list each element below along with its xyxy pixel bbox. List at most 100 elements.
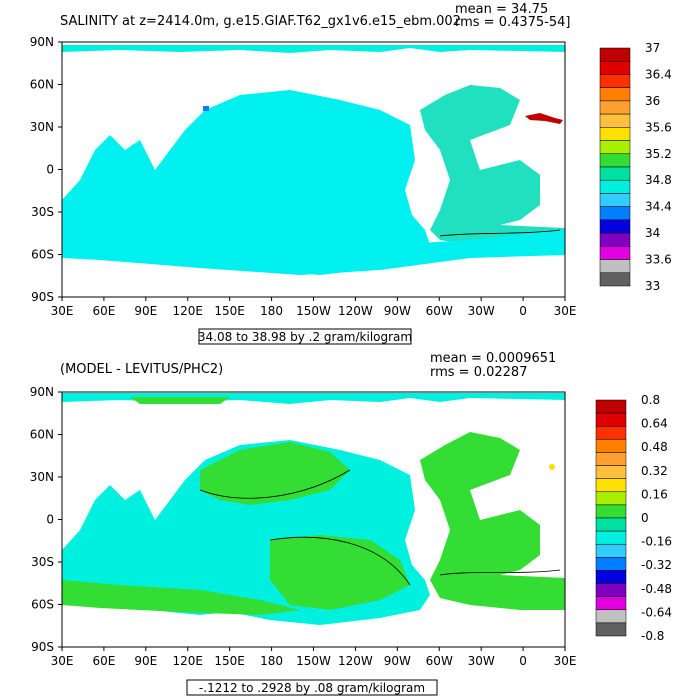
top-y-tick-label: 60N [30, 78, 54, 92]
top-colorbar-swatch [599, 193, 631, 207]
bottom-colorbar-swatch [595, 570, 627, 584]
bottom-colorbar-swatch [595, 583, 627, 597]
bottom-colorbar-swatch [595, 543, 627, 558]
top-y-tick-label: 30N [30, 120, 54, 134]
bottom-x-tick-label: 60E [92, 654, 115, 668]
bottom-x-tick-label: 90E [134, 654, 157, 668]
top-colorbar-swatch [599, 179, 631, 194]
contour-line [199, 469, 351, 499]
bottom-colorbar-swatch [595, 452, 627, 466]
top-x-tick-label: 60E [92, 304, 115, 318]
bottom-colorbar-swatch [595, 399, 627, 414]
bottom-y-tick-label: 60S [31, 598, 54, 612]
bottom-colorbar-swatch [595, 596, 627, 611]
bottom-x-tick-label: 30E [554, 654, 577, 668]
southern-positive [62, 580, 300, 615]
top-y-tick-label: 0 [46, 163, 54, 177]
top-colorbar-swatch [599, 259, 631, 274]
bottom-colorbar-label: 0.48 [641, 440, 668, 454]
top-x-tick-label: 30W [468, 304, 495, 318]
top-x-tick-label: 90W [384, 304, 411, 318]
bottom-colorbar-swatch [595, 465, 627, 479]
top-colorbar-label: 34.8 [645, 173, 672, 187]
top-y-tick-label: 30S [31, 205, 54, 219]
top-colorbar-label: 35.6 [645, 120, 672, 134]
arctic-ocean [62, 45, 565, 53]
bottom-colorbar-swatch [595, 504, 627, 519]
top-colorbar-swatch [599, 127, 631, 141]
top-mean: mean = 34.75 [455, 2, 548, 17]
bottom-colorbar-label: -0.48 [641, 582, 672, 596]
bottom-y-tick-label: 30S [31, 555, 54, 569]
bottom-colorbar-label: 0 [641, 511, 649, 525]
top-colorbar: 37 36.4 36 35.6 35.2 34.8 34.4 34 33.6 33 [599, 41, 672, 293]
arctic-positive [130, 397, 230, 404]
top-x-axis: 30E 60E 90E 120E 150E 180 150W 120W 90W 60W 30W 0 30… [51, 297, 577, 318]
top-colorbar-swatch [599, 219, 631, 234]
top-colorbar-swatch [599, 232, 631, 247]
top-x-tick-label: 90E [134, 304, 157, 318]
top-colorbar-label: 37 [645, 41, 660, 55]
top-y-tick-label: 60S [31, 248, 54, 262]
bottom-panel: (MODEL - LEVITUS/PHC2) mean = 0.0009651 … [30, 351, 672, 696]
north-pacific-positive [200, 442, 350, 505]
bottom-colorbar: 0.8 0.64 0.48 0.32 0.16 0 -0.16 -0.32 -0.48 -0.64… [595, 393, 672, 643]
bottom-colorbar-label: 0.8 [641, 393, 660, 407]
contour-line [269, 536, 411, 586]
top-rms: rms = 0.4375-54] [455, 15, 571, 30]
bottom-colorbar-swatch [595, 609, 627, 624]
top-x-tick-label: 60W [426, 304, 453, 318]
top-range-text: 34.08 to 38.98 by .2 gram/kilogram [198, 330, 412, 344]
bottom-colorbar-swatch [595, 530, 627, 545]
bottom-x-tick-label: 180 [260, 654, 283, 668]
bottom-y-axis: 90N 60N 30N 0 30S 60S 90S [30, 385, 62, 654]
bottom-y-tick-label: 0 [46, 513, 54, 527]
top-x-tick-label: 120W [338, 304, 373, 318]
bottom-colorbar-label: -0.8 [641, 629, 664, 643]
top-colorbar-label: 36 [645, 94, 660, 108]
top-y-tick-label: 90N [30, 35, 54, 49]
bottom-colorbar-swatch [595, 425, 627, 440]
bottom-y-tick-label: 60N [30, 428, 54, 442]
top-x-tick-label: 120E [173, 304, 204, 318]
top-x-tick-label: 150W [296, 304, 331, 318]
top-colorbar-swatch [599, 272, 631, 287]
top-colorbar-swatch [599, 87, 631, 102]
top-x-tick-label: 30E [51, 304, 74, 318]
bottom-colorbar-swatch [595, 478, 627, 493]
top-x-tick-label: 150E [214, 304, 245, 318]
bottom-y-tick-label: 90S [31, 640, 54, 654]
top-colorbar-label: 35.2 [645, 147, 672, 161]
top-colorbar-swatch [599, 140, 631, 155]
top-colorbar-swatch [599, 166, 631, 181]
top-colorbar-label: 33.6 [645, 253, 672, 267]
top-y-axis: 90N 60N 30N 0 30S 60S 90S [30, 35, 62, 304]
top-colorbar-swatch [599, 153, 631, 168]
pacific-indian-ocean [62, 90, 430, 275]
top-colorbar-swatch [599, 206, 631, 221]
top-x-tick-label: 30E [554, 304, 577, 318]
top-colorbar-swatch [599, 246, 631, 260]
bottom-mean: mean = 0.0009651 [430, 351, 556, 366]
bottom-colorbar-swatch [595, 439, 627, 453]
top-colorbar-label: 36.4 [645, 67, 672, 81]
top-colorbar-swatch [599, 113, 631, 128]
bottom-colorbar-swatch [595, 622, 627, 637]
bottom-colorbar-label: -0.16 [641, 535, 672, 549]
top-x-tick-label: 180 [260, 304, 283, 318]
bottom-colorbar-swatch [595, 517, 627, 532]
top-colorbar-label: 34.4 [645, 200, 672, 214]
top-y-tick-label: 90S [31, 290, 54, 304]
bottom-colorbar-swatch [595, 491, 627, 506]
bottom-x-tick-label: 90W [384, 654, 411, 668]
bottom-colorbar-swatch [595, 557, 627, 571]
top-panel: SALINITY at z=2414.0m, g.e15.GIAF.T62_gx… [30, 2, 672, 345]
bottom-x-tick-label: 120W [338, 654, 373, 668]
low-salinity-patch [203, 106, 209, 111]
bottom-y-tick-label: 30N [30, 470, 54, 484]
bottom-x-tick-label: 0 [519, 654, 527, 668]
bottom-colorbar-label: 0.16 [641, 487, 668, 501]
top-map-field [62, 45, 565, 275]
bottom-x-tick-label: 150E [214, 654, 245, 668]
top-colorbar-swatch [599, 47, 631, 62]
